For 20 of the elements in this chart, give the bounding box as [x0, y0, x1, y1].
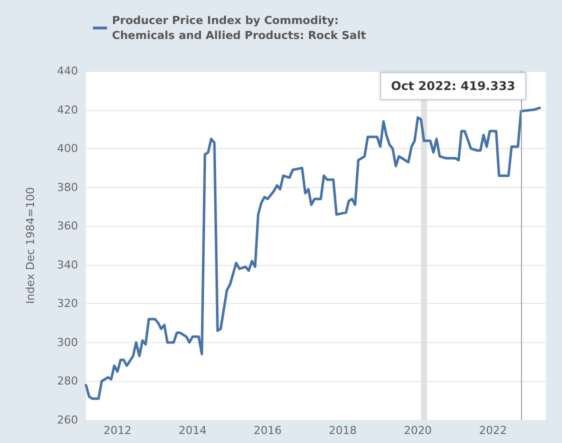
x-tick-label: 2014: [178, 424, 207, 437]
x-tick-label: 2022: [478, 424, 507, 437]
y-tick-label: 360: [57, 220, 78, 233]
y-tick-label: 320: [57, 297, 78, 310]
x-tick-label: 2018: [328, 424, 357, 437]
x-tick-label: 2016: [254, 424, 282, 437]
y-tick-label: 280: [57, 374, 78, 388]
legend-label: Producer Price Index by Commodity: Chemicals and Allied Products: Rock Salt: [112, 14, 366, 42]
y-tick-label: 340: [57, 258, 78, 272]
line-series: [84, 106, 541, 400]
x-tick-label: 2012: [103, 424, 132, 437]
y-tick-label: 300: [57, 336, 78, 349]
y-axis-title: Index Dec 1984=100: [24, 187, 37, 304]
x-tick-label: 2020: [404, 424, 432, 437]
y-tick-label: 380: [57, 180, 78, 194]
y-tick-label: 400: [57, 142, 78, 156]
annotation: Oct 2022: 419.333: [391, 79, 516, 94]
y-tick-label: 420: [57, 103, 78, 116]
y-tick-label: 440: [57, 64, 78, 78]
y-tick-label: 260: [57, 414, 78, 426]
